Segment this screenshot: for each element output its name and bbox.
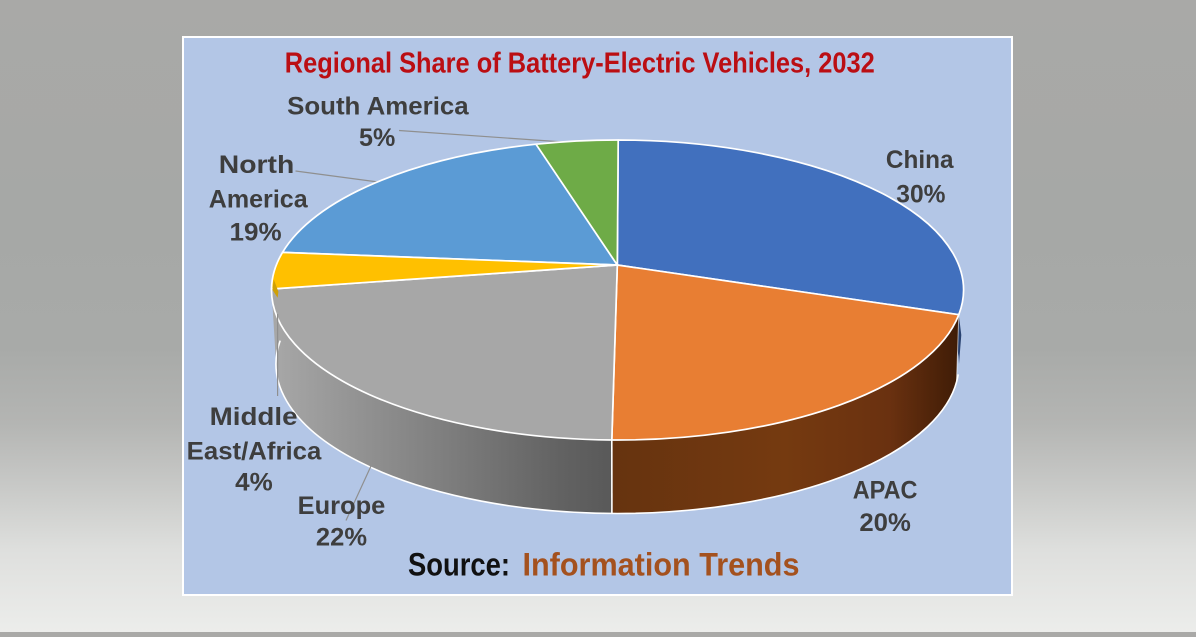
svg-text:5%: 5% [359, 124, 395, 152]
svg-text:APAC: APAC [853, 476, 918, 504]
svg-text:30%: 30% [896, 180, 945, 208]
svg-text:Regional Share of Battery-Elec: Regional Share of Battery-Electric Vehic… [285, 48, 875, 80]
svg-text:22%: 22% [316, 524, 367, 552]
svg-text:America: America [209, 185, 309, 213]
svg-text:Information Trends: Information Trends [523, 547, 800, 583]
svg-text:Source:: Source: [408, 547, 510, 583]
svg-text:19%: 19% [230, 218, 282, 246]
svg-text:South America: South America [287, 93, 470, 121]
svg-text:4%: 4% [235, 468, 273, 496]
svg-text:20%: 20% [859, 509, 911, 537]
svg-text:Europe: Europe [298, 492, 386, 520]
svg-text:North: North [219, 151, 295, 179]
svg-text:East/Africa: East/Africa [187, 437, 323, 465]
svg-text:Middle: Middle [210, 403, 298, 431]
svg-text:China: China [886, 146, 955, 174]
